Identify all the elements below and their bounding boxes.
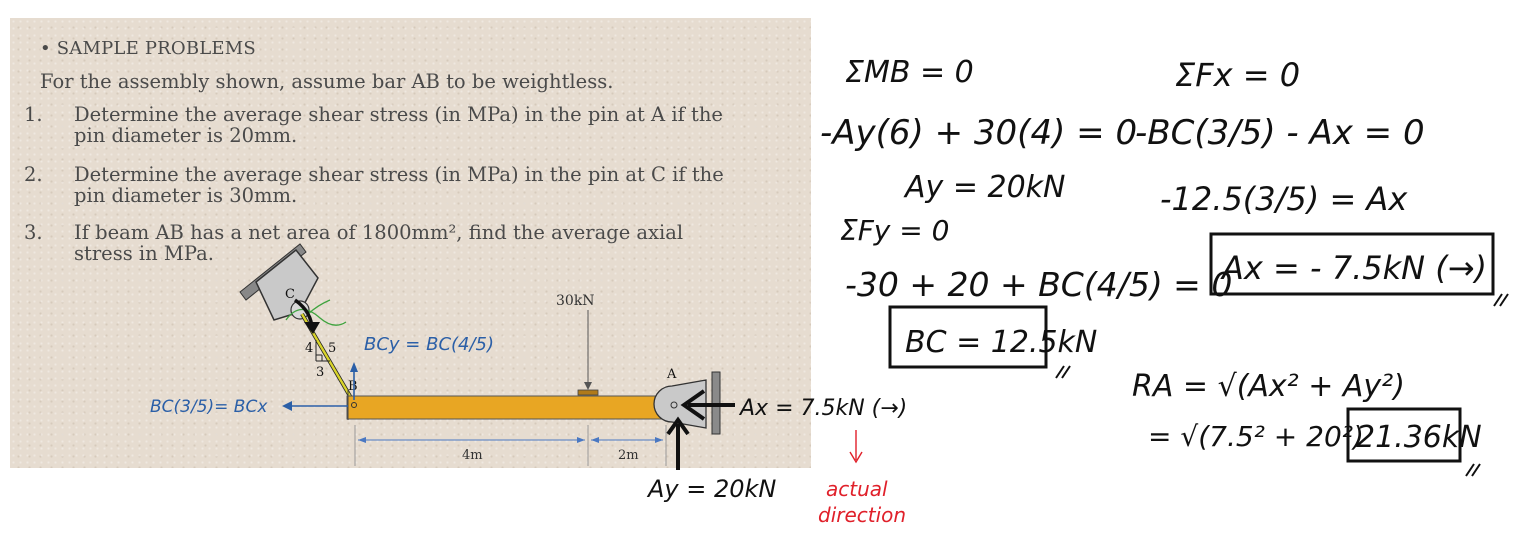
problem-line: stress in MPa.: [74, 242, 214, 265]
load-plate: [577, 389, 599, 396]
slide-panel: • SAMPLE PROBLEMS For the assembly shown…: [10, 18, 811, 468]
green-sketch-arc: [285, 308, 347, 326]
problem-number: 3.: [24, 221, 43, 244]
problem-line: Determine the average shear stress (in M…: [74, 103, 723, 126]
slide-heading: • SAMPLE PROBLEMS: [40, 38, 256, 59]
moment-equation: -Ay(6) + 30(4) = 0: [820, 113, 1137, 153]
triangle-label-3: 3: [316, 365, 324, 380]
bcy-label: BCy = BC(4/5): [364, 334, 494, 355]
dim-4m-label: 4m: [462, 448, 483, 463]
label-a: A: [666, 367, 677, 382]
problem-number: 1.: [24, 103, 43, 126]
ax-result: Ax = - 7.5kN (→): [1220, 249, 1487, 287]
problem-number: 2.: [24, 163, 43, 186]
ra-equation: RA = √(Ax² + Ay²): [1132, 369, 1405, 404]
sum-mb: ΣMB = 0: [845, 55, 974, 90]
slope-triangle: 4 5 3: [305, 340, 336, 380]
sum-fx: ΣFx = 0: [1175, 56, 1300, 94]
dimension-lines: 4m 2m: [354, 425, 667, 466]
ra-result: 21.36kN: [1356, 420, 1482, 455]
triangle-label-4: 4: [305, 341, 313, 356]
ax-result-box: [1209, 232, 1495, 296]
slide-intro: For the assembly shown, assume bar AB to…: [40, 70, 614, 93]
sum-fy: ΣFy = 0: [840, 214, 949, 247]
problem-line: Determine the average shear stress (in M…: [74, 163, 724, 186]
bcx-label: BC(3/5)= BCx: [150, 397, 268, 417]
ra-substitution: = √(7.5² + 20²): [1148, 420, 1364, 453]
triangle-label-5: 5: [328, 341, 336, 356]
problem-line: If beam AB has a net area of 1800mm², fi…: [74, 221, 684, 244]
direction-label: direction: [818, 503, 906, 527]
problem-text: Determine the average shear stress (in M…: [74, 164, 764, 206]
bc-result: BC = 12.5kN: [905, 325, 1097, 360]
fx-equation: -BC(3/5) - Ax = 0: [1135, 113, 1425, 153]
problem-line: pin diameter is 20mm.: [74, 124, 298, 147]
pin-b: [351, 402, 357, 408]
fx-substitution: -12.5(3/5) = Ax: [1160, 180, 1408, 218]
problem-text: Determine the average shear stress (in M…: [74, 104, 764, 146]
problem-line: pin diameter is 30mm.: [74, 184, 298, 207]
solution-work: ΣMB = 0 -Ay(6) + 30(4) = 0 Ay = 20kN ΣFy…: [820, 55, 1509, 477]
ay-label: Ay = 20kN: [646, 475, 776, 503]
load-label: 30kN: [556, 293, 595, 309]
fy-equation: -30 + 20 + BC(4/5) = 0: [845, 265, 1232, 304]
bc-result-box: [888, 305, 1048, 369]
problem-text: If beam AB has a net area of 1800mm², fi…: [74, 222, 764, 264]
ax-label: Ax = 7.5kN (→): [738, 396, 907, 421]
dim-2m-label: 2m: [618, 448, 639, 463]
ra-result-box: [1346, 407, 1462, 463]
label-b: B: [348, 379, 358, 394]
ay-result: Ay = 20kN: [903, 170, 1065, 205]
actual-label: actual: [826, 477, 888, 501]
beam-ab: [346, 395, 666, 420]
label-c: C: [285, 287, 295, 302]
